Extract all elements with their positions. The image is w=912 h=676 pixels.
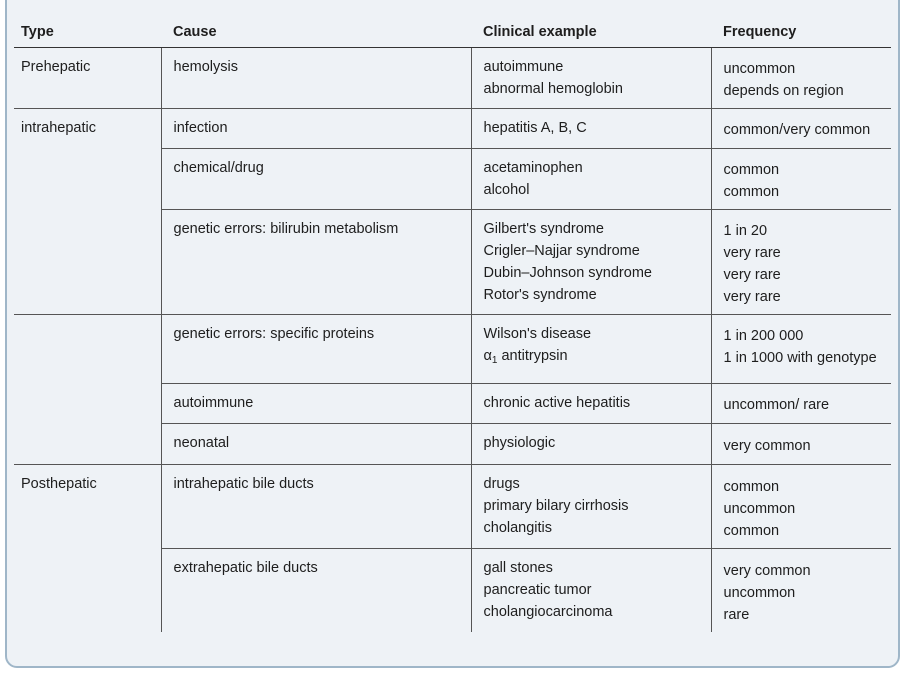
table-row: chemical/drug acetaminophen alcohol comm… bbox=[14, 148, 891, 210]
alpha-subscript: 1 bbox=[491, 355, 498, 366]
example-line: cholangitis bbox=[483, 520, 553, 536]
example-line: primary bilary cirrhosis bbox=[483, 498, 629, 514]
example-line: chronic active hepatitis bbox=[483, 395, 631, 411]
example-cell: physiologic bbox=[471, 423, 712, 465]
cause-cell: chemical/drug bbox=[161, 148, 472, 210]
frequency-line: very common bbox=[723, 563, 811, 579]
header-frequency: Frequency bbox=[711, 17, 891, 48]
frequency-line: very rare bbox=[723, 267, 781, 283]
example-line: alcohol bbox=[483, 182, 530, 198]
frequency-line: very rare bbox=[723, 245, 781, 261]
cause-cell: hemolysis bbox=[161, 47, 472, 109]
example-cell: drugs primary bilary cirrhosis cholangit… bbox=[471, 464, 712, 549]
cause-cell: infection bbox=[161, 108, 472, 149]
example-cell: hepatitis A, B, C bbox=[471, 108, 712, 149]
table-row: autoimmune chronic active hepatitis unco… bbox=[14, 383, 891, 424]
example-line: Gilbert's syndrome bbox=[483, 221, 604, 237]
frequency-cell: uncommon depends on region bbox=[711, 47, 891, 109]
example-line: Wilson's disease bbox=[483, 326, 592, 342]
cause-cell: autoimmune bbox=[161, 383, 472, 424]
type-cell bbox=[14, 314, 162, 384]
example-line: physiologic bbox=[483, 435, 556, 451]
table-row: genetic errors: specific proteins Wilson… bbox=[14, 314, 891, 384]
frequency-cell: 1 in 20 very rare very rare very rare bbox=[711, 209, 891, 315]
table-row: genetic errors: bilirubin metabolism Gil… bbox=[14, 209, 891, 315]
frequency-cell: uncommon/ rare bbox=[711, 383, 891, 424]
frequency-line: common bbox=[723, 523, 780, 539]
header-cause: Cause bbox=[161, 17, 471, 48]
example-line: Dubin–Johnson syndrome bbox=[483, 265, 652, 281]
frequency-line: common/very common bbox=[723, 122, 871, 138]
example-line: pancreatic tumor bbox=[483, 582, 592, 598]
type-cell bbox=[14, 148, 162, 210]
frequency-line: 1 in 20 bbox=[723, 223, 768, 239]
header-clinical-example: Clinical example bbox=[471, 17, 711, 48]
table-row: extrahepatic bile ducts gall stones panc… bbox=[14, 548, 891, 633]
type-cell bbox=[14, 383, 162, 424]
cause-cell: genetic errors: bilirubin metabolism bbox=[161, 209, 472, 315]
example-line: drugs bbox=[483, 476, 520, 492]
jaundice-causes-table: Type Cause Clinical example Frequency Pr… bbox=[14, 17, 891, 632]
frequency-cell: very common uncommon rare bbox=[711, 549, 891, 633]
type-cell: intrahepatic bbox=[14, 108, 162, 149]
frequency-line: very common bbox=[723, 438, 811, 454]
example-line: gall stones bbox=[483, 560, 553, 576]
example-line: Crigler–Najjar syndrome bbox=[483, 243, 640, 259]
example-cell: autoimmune abnormal hemoglobin bbox=[471, 47, 712, 109]
table-row: neonatal physiologic very common bbox=[14, 423, 891, 465]
frequency-line: uncommon bbox=[723, 585, 796, 601]
frequency-line: common bbox=[723, 479, 780, 495]
cause-cell: genetic errors: specific proteins bbox=[161, 314, 472, 384]
type-cell: Prehepatic bbox=[14, 47, 162, 109]
frequency-line: 1 in 200 000 bbox=[723, 328, 804, 344]
example-line: hepatitis A, B, C bbox=[483, 120, 587, 136]
header-row: Type Cause Clinical example Frequency bbox=[14, 17, 891, 48]
type-cell bbox=[14, 548, 162, 632]
frequency-line: uncommon bbox=[723, 61, 796, 77]
table-row: Posthepatic intrahepatic bile ducts drug… bbox=[14, 464, 891, 549]
alpha-symbol: α bbox=[483, 348, 492, 364]
frequency-cell: very common bbox=[711, 423, 891, 465]
frequency-line: very rare bbox=[723, 289, 781, 305]
frequency-line: uncommon bbox=[723, 501, 796, 517]
frequency-cell: 1 in 200 000 1 in 1000 with genotype bbox=[711, 314, 891, 384]
example-line-text: antitrypsin bbox=[501, 348, 568, 364]
cause-cell: intrahepatic bile ducts bbox=[161, 464, 472, 549]
example-line: cholangiocarcinoma bbox=[483, 604, 613, 620]
example-line: acetaminophen bbox=[483, 160, 583, 176]
frequency-line: 1 in 1000 with genotype bbox=[723, 350, 877, 366]
example-line: α1 antitrypsin bbox=[484, 345, 705, 372]
frequency-line: common bbox=[723, 184, 780, 200]
frequency-line: common bbox=[723, 162, 780, 178]
type-cell: Posthepatic bbox=[14, 464, 162, 549]
frequency-cell: common common bbox=[711, 148, 891, 210]
example-line: abnormal hemoglobin bbox=[483, 81, 623, 97]
frequency-line: depends on region bbox=[723, 83, 844, 99]
example-cell: Gilbert's syndrome Crigler–Najjar syndro… bbox=[471, 209, 712, 315]
frequency-line: uncommon/ rare bbox=[723, 397, 830, 413]
frequency-cell: common/very common bbox=[711, 108, 891, 149]
example-cell: acetaminophen alcohol bbox=[471, 148, 712, 210]
frequency-line: rare bbox=[723, 607, 750, 623]
cause-cell: extrahepatic bile ducts bbox=[161, 548, 472, 632]
example-line: Rotor's syndrome bbox=[483, 287, 597, 303]
frequency-cell: common uncommon common bbox=[711, 464, 891, 549]
table-row: intrahepatic infection hepatitis A, B, C… bbox=[14, 108, 891, 149]
type-cell bbox=[14, 423, 162, 465]
cause-cell: neonatal bbox=[161, 423, 472, 465]
example-cell: Wilson's disease α1 antitrypsin bbox=[471, 314, 712, 384]
example-cell: chronic active hepatitis bbox=[471, 383, 712, 424]
type-cell bbox=[14, 209, 162, 315]
header-type: Type bbox=[14, 17, 161, 48]
table-row: Prehepatic hemolysis autoimmune abnormal… bbox=[14, 47, 891, 109]
example-cell: gall stones pancreatic tumor cholangioca… bbox=[471, 548, 712, 632]
example-line: autoimmune bbox=[483, 59, 564, 75]
